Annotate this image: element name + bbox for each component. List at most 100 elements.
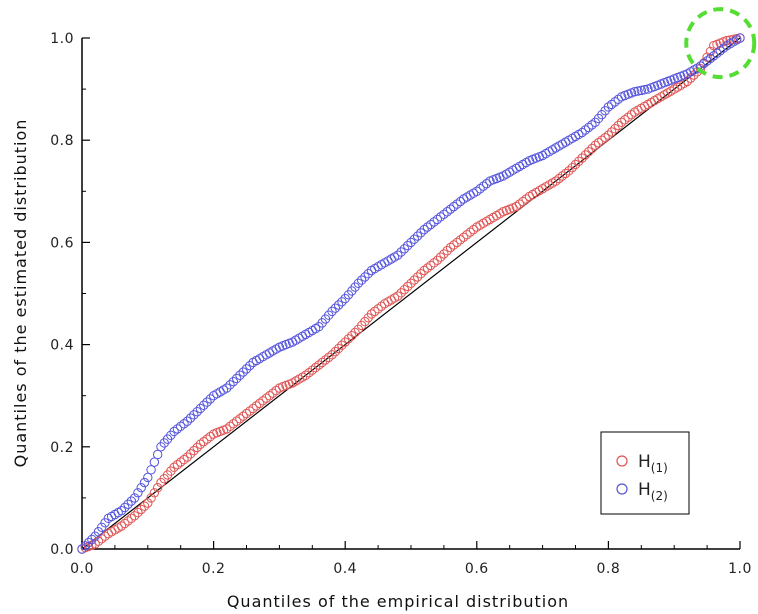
data-point <box>373 304 383 314</box>
data-point <box>616 117 627 128</box>
data-point <box>633 86 643 96</box>
data-point <box>225 421 235 432</box>
data-point <box>324 352 334 363</box>
data-point <box>518 196 528 207</box>
data-point <box>149 488 160 498</box>
data-point <box>261 393 271 403</box>
data-point <box>583 146 594 157</box>
data-point <box>120 502 130 513</box>
data-point <box>143 472 153 483</box>
data-point <box>580 150 591 160</box>
data-point <box>403 281 413 292</box>
x-tick-label: 0.6 <box>465 561 489 577</box>
y-tick-label: 0.6 <box>50 235 74 251</box>
data-point <box>465 227 475 237</box>
data-point <box>560 168 571 179</box>
reference-line-group <box>81 37 741 550</box>
data-point <box>406 278 416 288</box>
data-point <box>705 53 716 64</box>
data-point <box>712 48 722 59</box>
data-point <box>182 452 192 462</box>
x-axis-label: Quantiles of the empirical distribution <box>227 592 569 611</box>
y-tick-label: 0.0 <box>50 542 74 558</box>
data-point <box>462 230 472 240</box>
data-point <box>606 99 617 110</box>
data-point <box>116 505 127 516</box>
data-point <box>583 122 594 133</box>
data-point <box>468 224 479 235</box>
data-point <box>554 173 564 184</box>
data-point <box>251 401 262 411</box>
legend-marker <box>616 483 628 495</box>
data-point <box>521 194 531 204</box>
x-tick-label: 0.8 <box>597 561 621 577</box>
data-point <box>735 33 745 43</box>
series-2 <box>77 33 745 554</box>
data-point <box>195 439 206 449</box>
x-tick-label: 0.4 <box>333 561 357 577</box>
data-point <box>202 434 212 444</box>
data-point <box>189 410 199 420</box>
data-point <box>139 477 150 488</box>
data-point <box>422 263 433 273</box>
y-tick-label: 0.4 <box>50 338 74 354</box>
data-point <box>445 242 456 253</box>
data-point <box>370 306 380 317</box>
data-point <box>610 97 620 107</box>
data-point <box>268 388 278 398</box>
data-point <box>412 231 423 241</box>
data-point <box>603 102 614 112</box>
data-point <box>333 300 344 310</box>
data-point <box>116 521 127 531</box>
highlight-group <box>684 7 757 80</box>
data-point <box>185 449 196 459</box>
data-point <box>185 413 196 423</box>
data-point <box>416 228 426 238</box>
data-point <box>152 449 163 460</box>
data-point <box>613 120 623 131</box>
data-point <box>192 442 202 453</box>
data-point <box>225 380 235 390</box>
data-point <box>254 398 265 409</box>
data-point <box>442 246 452 256</box>
data-point <box>406 237 416 248</box>
data-point <box>327 306 337 317</box>
data-point <box>231 416 242 426</box>
data-point <box>301 370 311 380</box>
data-point <box>176 457 186 467</box>
data-point <box>419 265 429 276</box>
data-point <box>360 272 370 282</box>
data-point <box>396 247 406 257</box>
data-point <box>416 268 426 279</box>
data-point <box>195 403 206 414</box>
data-point <box>376 301 387 311</box>
legend-box <box>600 431 690 515</box>
data-point <box>327 350 337 360</box>
data-points <box>77 33 745 554</box>
data-point <box>449 201 459 212</box>
data-point <box>100 531 110 541</box>
data-point <box>231 373 242 384</box>
data-point <box>87 534 97 545</box>
data-point <box>580 125 591 135</box>
data-point <box>429 258 439 268</box>
data-point <box>722 35 732 46</box>
data-point <box>442 207 452 217</box>
data-point <box>718 43 729 53</box>
data-point <box>235 413 245 424</box>
data-point <box>366 309 377 319</box>
data-point <box>356 275 367 285</box>
data-point <box>80 541 90 551</box>
data-point <box>439 209 449 219</box>
data-point <box>574 156 584 166</box>
data-point <box>77 544 87 554</box>
legend-subscript: (2) <box>651 489 668 503</box>
data-point <box>399 244 410 254</box>
data-point <box>258 396 268 406</box>
data-point <box>182 416 192 426</box>
data-point <box>172 459 183 470</box>
data-point <box>449 240 459 250</box>
data-point <box>399 284 410 295</box>
data-point <box>337 297 347 307</box>
